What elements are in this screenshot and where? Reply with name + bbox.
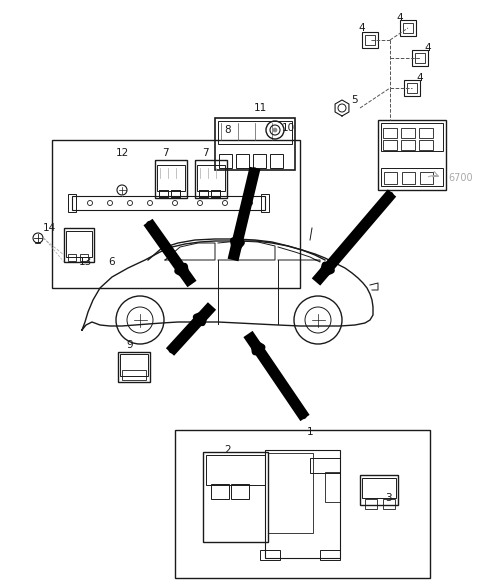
Bar <box>157 165 185 191</box>
Bar <box>360 475 398 505</box>
Bar <box>384 172 397 184</box>
Bar <box>402 172 415 184</box>
Bar <box>203 452 268 542</box>
Text: 10: 10 <box>281 123 295 133</box>
Bar <box>195 160 227 198</box>
Bar <box>401 128 415 138</box>
Bar <box>155 160 187 198</box>
Bar <box>403 23 413 33</box>
Bar <box>211 190 220 197</box>
Bar <box>206 455 265 485</box>
Bar <box>218 121 292 144</box>
Bar <box>365 35 375 45</box>
Bar <box>199 190 208 197</box>
Text: 4: 4 <box>359 23 365 33</box>
Bar <box>383 128 397 138</box>
Bar <box>159 190 168 197</box>
Bar <box>118 352 150 382</box>
Bar <box>236 154 249 168</box>
Bar <box>197 165 225 191</box>
Bar <box>401 140 415 150</box>
Bar <box>211 190 220 197</box>
Bar <box>362 32 378 48</box>
Bar <box>268 453 313 533</box>
Bar <box>260 550 280 560</box>
Bar <box>52 140 300 288</box>
Bar <box>381 123 443 151</box>
Bar <box>412 50 428 66</box>
Bar <box>215 118 295 170</box>
Text: 8: 8 <box>225 125 231 135</box>
Text: 6: 6 <box>108 257 115 267</box>
Bar <box>404 80 420 96</box>
Bar <box>253 154 266 168</box>
Text: 1: 1 <box>307 427 313 437</box>
Text: 12: 12 <box>115 148 129 158</box>
Bar <box>64 228 94 262</box>
Bar <box>310 458 340 473</box>
Bar <box>415 53 425 63</box>
Bar <box>68 254 76 261</box>
Text: 7: 7 <box>202 148 208 158</box>
Bar <box>175 430 430 578</box>
Bar <box>199 190 208 197</box>
Bar <box>171 190 180 197</box>
Bar <box>171 190 180 197</box>
Bar <box>362 478 396 498</box>
Bar <box>320 550 340 560</box>
Bar <box>365 499 377 509</box>
Text: 14: 14 <box>42 223 56 233</box>
Bar <box>219 154 232 168</box>
Text: 13: 13 <box>78 257 92 267</box>
Bar <box>80 254 88 261</box>
Bar <box>122 370 146 380</box>
Circle shape <box>273 128 277 132</box>
Bar <box>159 190 168 197</box>
Text: 5: 5 <box>351 95 357 105</box>
Text: 11: 11 <box>253 103 266 113</box>
Bar <box>383 499 395 509</box>
Bar <box>120 354 148 376</box>
Text: 2: 2 <box>225 445 231 455</box>
Bar <box>378 120 446 190</box>
Bar <box>325 472 340 502</box>
Bar <box>231 484 249 499</box>
Bar <box>407 83 417 93</box>
Bar <box>211 484 229 499</box>
Bar <box>261 194 269 212</box>
Bar <box>72 196 265 210</box>
Bar <box>383 140 397 150</box>
Text: 4: 4 <box>417 73 423 83</box>
Bar <box>419 128 433 138</box>
Bar <box>265 450 340 558</box>
Bar <box>66 231 92 257</box>
Text: 6700: 6700 <box>448 173 473 183</box>
Bar <box>270 154 283 168</box>
Text: 3: 3 <box>384 493 391 503</box>
Bar <box>420 172 433 184</box>
Bar <box>68 194 76 212</box>
Bar <box>381 168 443 186</box>
Text: 4: 4 <box>425 43 432 53</box>
Text: 9: 9 <box>127 340 133 350</box>
Text: 4: 4 <box>396 13 403 23</box>
Bar <box>400 20 416 36</box>
Bar <box>419 140 433 150</box>
Text: 7: 7 <box>162 148 168 158</box>
